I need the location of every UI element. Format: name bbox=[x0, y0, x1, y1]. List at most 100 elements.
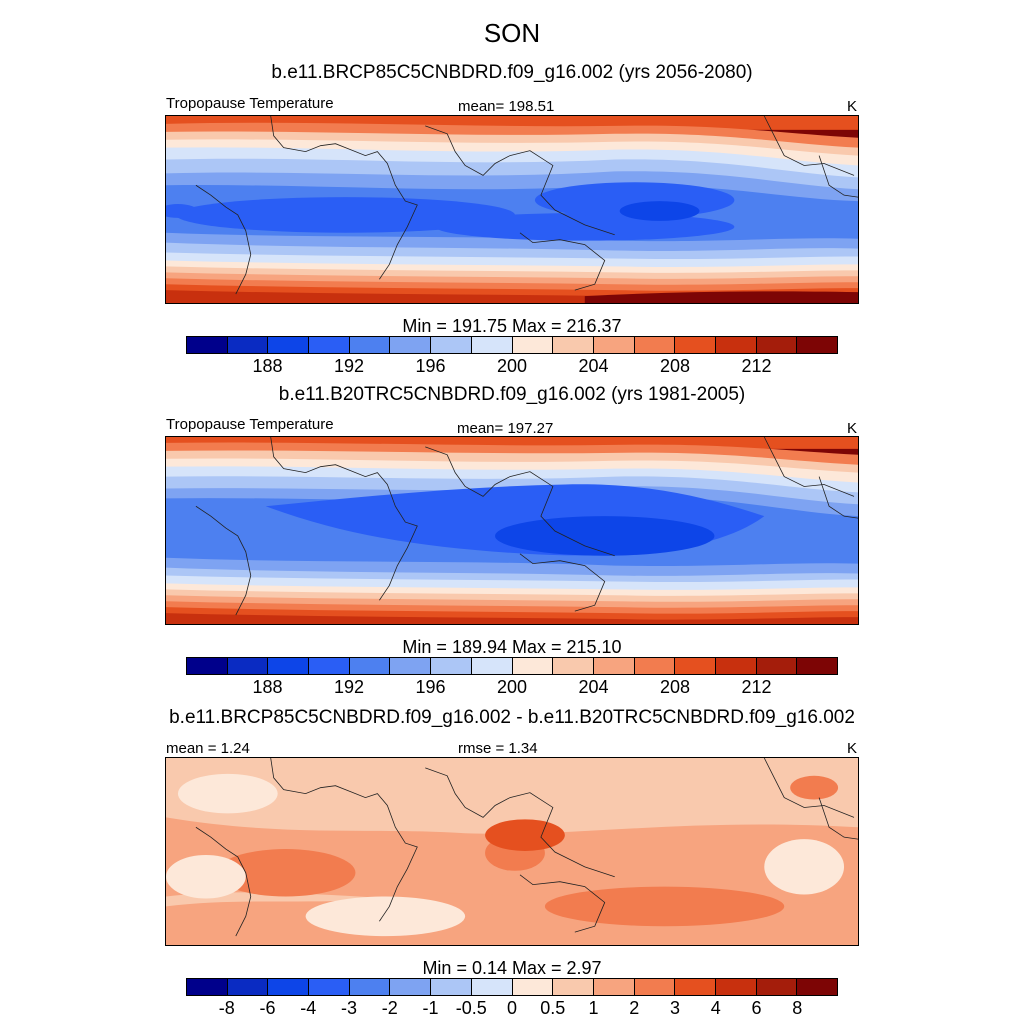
panel-1-units-label: K bbox=[847, 98, 858, 115]
panel-2-title: b.e11.B20TRC5CNBDRD.f09_g16.002 (yrs 198… bbox=[278, 384, 746, 405]
panel-3-colorbar-swatch bbox=[309, 979, 350, 995]
panel-2-colorbar-tick-label: 208 bbox=[659, 677, 691, 697]
panel-3-colorbar-swatch bbox=[756, 979, 798, 995]
panel-2-colorbar-swatch bbox=[593, 658, 635, 674]
panel-2-colorbar-swatch bbox=[797, 658, 837, 674]
panel-1-minmax: Min = 191.75 Max = 216.37 bbox=[402, 316, 622, 336]
panel-3-colorbar-swatch bbox=[675, 979, 716, 995]
panel-3-colorbar-tick-label: 3 bbox=[669, 998, 681, 1018]
panel-1-colorbar-swatch bbox=[268, 337, 310, 353]
panel-3-colorbar-tick-label: 8 bbox=[792, 998, 803, 1018]
panel-2-colorbar-tick-label: 188 bbox=[252, 677, 283, 697]
panel-3-colorbar-tick-label: 4 bbox=[710, 998, 721, 1018]
panel-3-colorbar-swatch bbox=[227, 979, 269, 995]
panel-1-contour-field bbox=[166, 116, 858, 303]
panel-1-colorbar-swatch bbox=[431, 337, 472, 353]
panel-2-colorbar-swatch bbox=[390, 658, 432, 674]
figure-title: SON bbox=[483, 18, 541, 48]
panel-1-colorbar-swatch bbox=[309, 337, 350, 353]
panel-1-colorbar-swatch bbox=[390, 337, 432, 353]
panel-3-colorbar-tick-label: -0.5 bbox=[455, 998, 487, 1018]
panel-1-colorbar-swatch bbox=[471, 337, 513, 353]
panel-1-title: b.e11.BRCP85C5CNBDRD.f09_g16.002 (yrs 20… bbox=[271, 62, 753, 83]
panel-1-colorbar-swatch bbox=[593, 337, 635, 353]
panel-3-colorbar-tick-label: -8 bbox=[218, 998, 235, 1018]
panel-2-contour-field bbox=[166, 437, 858, 624]
panel-3-colorbar-swatch bbox=[349, 979, 391, 995]
panel-3-mean-label: mean = 1.24 bbox=[166, 740, 250, 757]
panel-1-colorbar-swatch bbox=[797, 337, 837, 353]
panel-1-colorbar-tick-label: 200 bbox=[496, 356, 528, 376]
panel-3-colorbar-swatch bbox=[634, 979, 676, 995]
panel-2-colorbar-tick-label: 200 bbox=[496, 677, 528, 697]
panel-3-colorbar-tick-label: -1 bbox=[422, 998, 439, 1018]
panel-2-colorbar-swatch bbox=[227, 658, 269, 674]
panel-3-colorbar-swatch bbox=[268, 979, 310, 995]
panel-1-colorbar bbox=[186, 336, 838, 354]
panel-1-colorbar-swatch bbox=[349, 337, 391, 353]
panel-2-units-label: K bbox=[847, 420, 858, 437]
panel-1-colorbar-swatch bbox=[512, 337, 554, 353]
panel-1-colorbar-swatch bbox=[756, 337, 798, 353]
panel-3-colorbar-tick-label: -3 bbox=[340, 998, 358, 1018]
panel-2-colorbar-swatch bbox=[675, 658, 716, 674]
panel-3-colorbar-tick-label: -2 bbox=[381, 998, 398, 1018]
panel-2-colorbar-swatch bbox=[187, 658, 228, 674]
panel-2-colorbar-tick-label: 212 bbox=[741, 677, 772, 697]
panel-1-mean-label: mean= 198.51 bbox=[458, 98, 555, 115]
panel-3-colorbar-tick-label: 2 bbox=[629, 998, 640, 1018]
panel-3-colorbar-swatch bbox=[512, 979, 554, 995]
panel-1-colorbar-swatch bbox=[187, 337, 228, 353]
panel-2-colorbar-swatch bbox=[309, 658, 350, 674]
panel-3-colorbar-tick-label: 0.5 bbox=[540, 998, 566, 1018]
panel-3-units-label: K bbox=[847, 740, 858, 757]
panel-1-colorbar-tick-label: 204 bbox=[578, 356, 609, 376]
panel-2-colorbar-swatch bbox=[553, 658, 594, 674]
panel-2-colorbar-swatch bbox=[512, 658, 554, 674]
panel-3-colorbar-tick-label: 1 bbox=[588, 998, 599, 1018]
panel-2-colorbar bbox=[186, 657, 838, 675]
panel-2-colorbar-swatch bbox=[634, 658, 676, 674]
panel-2-colorbar-swatch bbox=[431, 658, 472, 674]
panel-3-map bbox=[165, 757, 859, 946]
panel-3-title: b.e11.BRCP85C5CNBDRD.f09_g16.002 - b.e11… bbox=[169, 707, 855, 728]
panel-2-colorbar-tick-label: 204 bbox=[578, 677, 609, 697]
panel-2-colorbar-tick-label: 196 bbox=[415, 677, 446, 697]
panel-1-colorbar-tick-label: 212 bbox=[741, 356, 772, 376]
panel-2-minmax: Min = 189.94 Max = 215.10 bbox=[402, 637, 622, 657]
panel-3-colorbar-swatch bbox=[553, 979, 594, 995]
panel-3-colorbar bbox=[186, 978, 838, 996]
panel-3-colorbar-tick-label: 6 bbox=[751, 998, 762, 1018]
panel-2-colorbar-swatch bbox=[349, 658, 391, 674]
panel-1-colorbar-tick-label: 196 bbox=[415, 356, 446, 376]
panel-2-variable-label: Tropopause Temperature bbox=[166, 416, 334, 433]
panel-3-colorbar-swatch bbox=[390, 979, 432, 995]
panel-2-colorbar-swatch bbox=[715, 658, 757, 674]
panel-3-colorbar-swatch bbox=[471, 979, 513, 995]
panel-1-colorbar-swatch bbox=[715, 337, 757, 353]
panel-1-colorbar-tick-label: 192 bbox=[333, 356, 365, 376]
panel-1-variable-label: Tropopause Temperature bbox=[166, 95, 334, 112]
panel-3-colorbar-tick-label: -4 bbox=[300, 998, 317, 1018]
panel-2-mean-label: mean= 197.27 bbox=[457, 420, 554, 437]
panel-3-colorbar-swatch bbox=[797, 979, 837, 995]
panel-2-map bbox=[165, 436, 859, 625]
panel-3-minmax: Min = 0.14 Max = 2.97 bbox=[422, 958, 602, 978]
panel-1-colorbar-tick-label: 188 bbox=[252, 356, 283, 376]
panel-1-colorbar-swatch bbox=[675, 337, 716, 353]
panel-3-colorbar-tick-label: 0 bbox=[506, 998, 518, 1018]
panel-3-rmse-label: rmse = 1.34 bbox=[458, 740, 538, 757]
panel-2-colorbar-swatch bbox=[471, 658, 513, 674]
panel-3-colorbar-swatch bbox=[187, 979, 228, 995]
panel-1-colorbar-swatch bbox=[553, 337, 594, 353]
panel-2-colorbar-swatch bbox=[756, 658, 798, 674]
panel-1-colorbar-tick-label: 208 bbox=[659, 356, 691, 376]
panel-3-colorbar-swatch bbox=[715, 979, 757, 995]
panel-2-colorbar-swatch bbox=[268, 658, 310, 674]
panel-3-colorbar-tick-label: -6 bbox=[259, 998, 276, 1018]
panel-3-colorbar-swatch bbox=[431, 979, 472, 995]
panel-3-contour-field bbox=[166, 758, 858, 945]
panel-3-colorbar-swatch bbox=[593, 979, 635, 995]
panel-1-map bbox=[165, 115, 859, 304]
panel-2-colorbar-tick-label: 192 bbox=[333, 677, 365, 697]
